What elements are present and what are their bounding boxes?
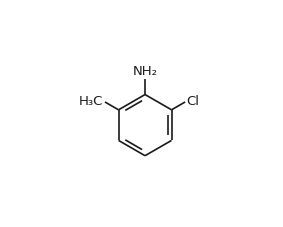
Text: Cl: Cl [186,96,200,109]
Text: NH₂: NH₂ [132,65,158,78]
Text: H₃C: H₃C [79,96,104,109]
